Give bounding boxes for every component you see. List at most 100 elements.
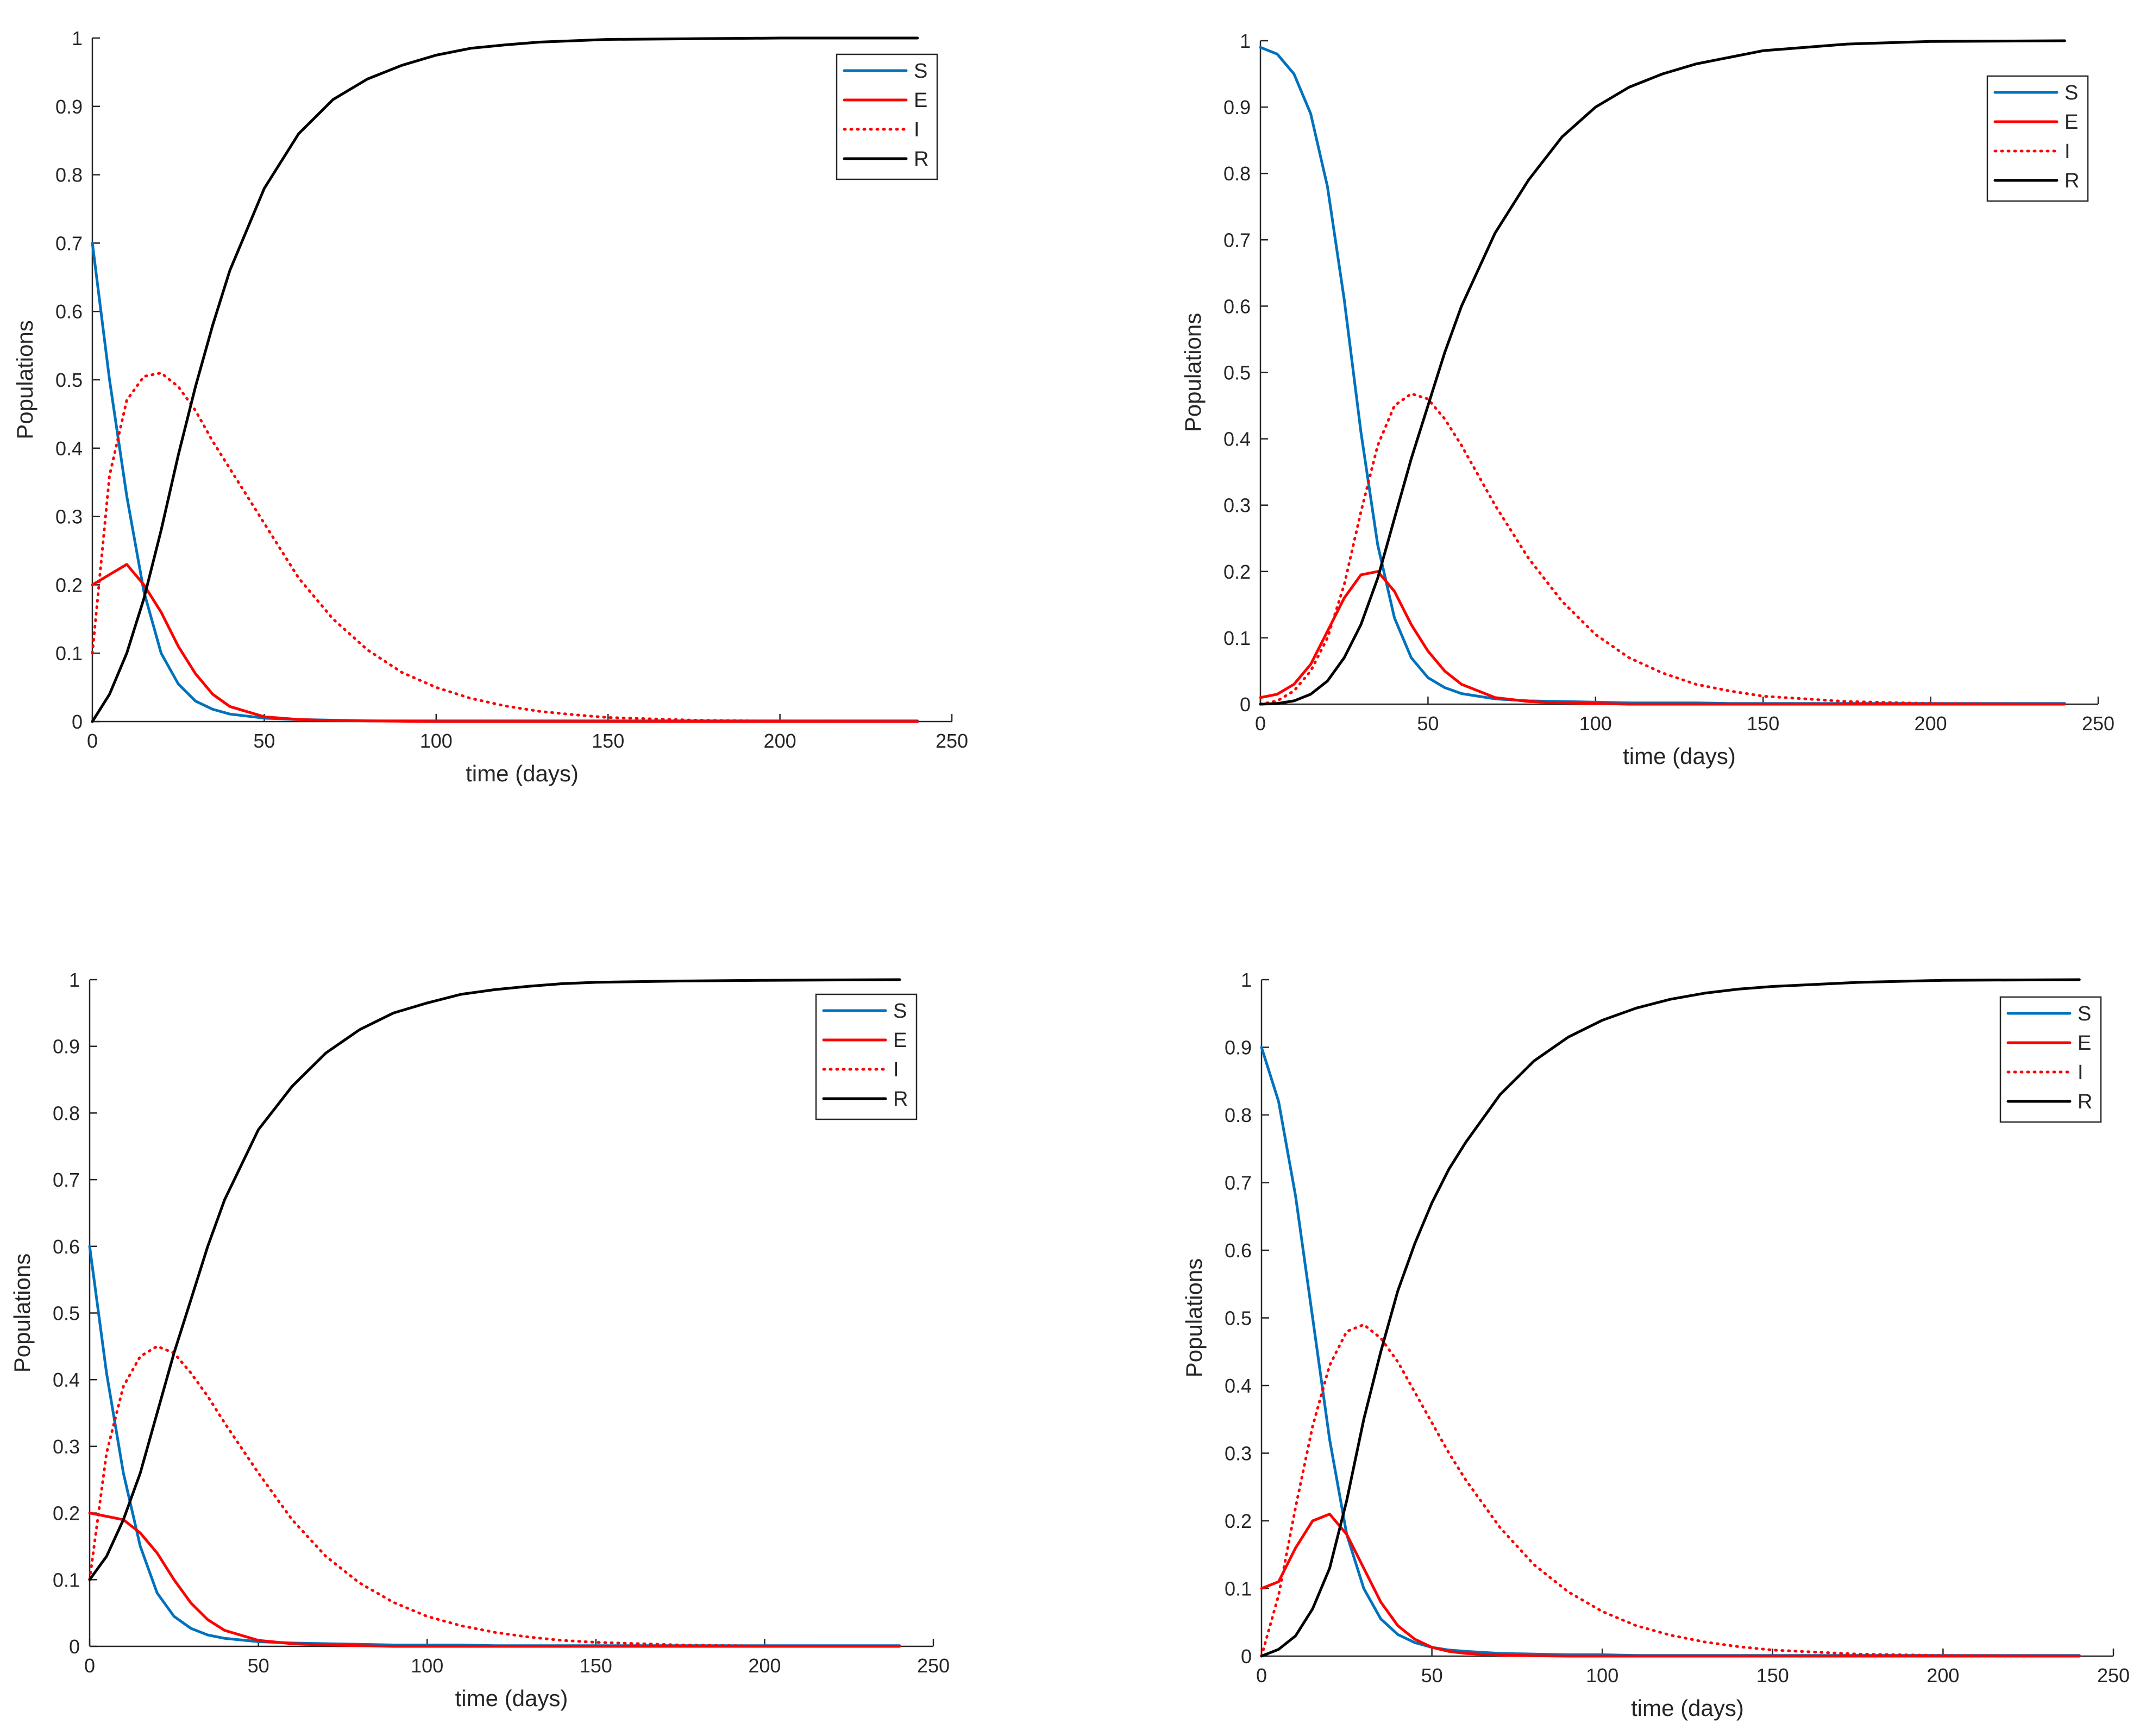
x-tick-label: 0 bbox=[1256, 1664, 1267, 1687]
y-tick-label: 0.6 bbox=[1223, 295, 1251, 317]
legend-label-I: I bbox=[2065, 140, 2070, 163]
panel-bottom-right: 0 50 100 150 200 250 0 0.1 0.2 0.3 0.4 0.5 0.6 0.7 0.8… bbox=[1181, 969, 2130, 1721]
x-tick-label: 150 bbox=[1756, 1664, 1789, 1687]
y-tick-label: 0.5 bbox=[53, 1302, 80, 1325]
series-line-R bbox=[1260, 978, 2081, 1658]
y-tick-label: 0.8 bbox=[55, 164, 83, 186]
y-tick-label: 0 bbox=[72, 711, 83, 733]
x-tick-label: 50 bbox=[253, 730, 275, 752]
x-tick-label: 200 bbox=[764, 730, 796, 752]
x-tick-label: 250 bbox=[936, 730, 968, 752]
series-line-R bbox=[1259, 39, 2066, 706]
y-tick-label: 0.7 bbox=[1223, 229, 1251, 251]
y-tick-label: 0.1 bbox=[1225, 1578, 1252, 1600]
x-tick-label: 200 bbox=[1927, 1664, 1959, 1687]
legend-label-R: R bbox=[2065, 170, 2079, 192]
legend-label-E: E bbox=[914, 89, 927, 112]
y-tick-label: 1 bbox=[72, 27, 83, 49]
y-tick-label: 0.6 bbox=[55, 300, 83, 323]
x-tick-label: 250 bbox=[2097, 1664, 2130, 1687]
x-tick-label: 100 bbox=[1579, 712, 1612, 735]
x-tick-label: 150 bbox=[592, 730, 624, 752]
series-line-E bbox=[1260, 1513, 2081, 1658]
x-tick-label: 150 bbox=[580, 1654, 612, 1677]
x-tick-label: 50 bbox=[248, 1654, 269, 1677]
x-axis-label: time (days) bbox=[1631, 1695, 1744, 1721]
y-axis-label: Populations bbox=[9, 1254, 35, 1373]
series-line-I bbox=[1260, 1323, 2081, 1658]
y-axis-label: Populations bbox=[1181, 1258, 1207, 1378]
y-tick-label: 1 bbox=[1241, 969, 1252, 991]
y-axis-label: Populations bbox=[1180, 313, 1206, 433]
y-tick-label: 0.1 bbox=[55, 642, 83, 665]
x-axis-label: time (days) bbox=[455, 1685, 568, 1711]
y-tick-label: 0.4 bbox=[1223, 428, 1251, 450]
y-tick-label: 0.6 bbox=[53, 1236, 80, 1258]
series-line-S bbox=[1259, 46, 2066, 705]
y-tick-label: 0.3 bbox=[1225, 1443, 1252, 1465]
y-tick-label: 0 bbox=[1240, 693, 1251, 716]
x-tick-label: 50 bbox=[1421, 1664, 1443, 1687]
series-line-E bbox=[1259, 570, 2066, 706]
legend-label-S: S bbox=[2078, 1002, 2091, 1025]
series-line-I bbox=[91, 371, 919, 723]
y-tick-label: 0.7 bbox=[53, 1169, 80, 1191]
x-tick-label: 150 bbox=[1747, 712, 1779, 735]
y-tick-label: 0.9 bbox=[1225, 1037, 1252, 1059]
x-tick-label: 100 bbox=[1586, 1664, 1618, 1687]
y-tick-label: 0.5 bbox=[1225, 1307, 1252, 1330]
y-tick-label: 0.7 bbox=[55, 232, 83, 254]
y-tick-label: 0.8 bbox=[53, 1102, 80, 1124]
x-tick-label: 0 bbox=[1255, 712, 1266, 735]
y-tick-label: 0.8 bbox=[1225, 1104, 1252, 1126]
y-tick-label: 0.3 bbox=[1223, 494, 1251, 517]
panel-bottom-left: 0 50 100 150 200 250 0 0.1 0.2 0.3 0.4 0.5 0.6 0.7 0.8… bbox=[9, 969, 950, 1711]
y-tick-label: 0.2 bbox=[1223, 561, 1251, 583]
y-tick-label: 0.4 bbox=[55, 437, 83, 460]
y-tick-label: 0.3 bbox=[55, 506, 83, 528]
x-tick-label: 200 bbox=[748, 1654, 781, 1677]
y-tick-label: 0.9 bbox=[53, 1036, 80, 1058]
y-tick-label: 0.1 bbox=[53, 1569, 80, 1591]
y-tick-label: 0.9 bbox=[1223, 96, 1251, 118]
legend-label-E: E bbox=[893, 1029, 907, 1052]
x-axis-label: time (days) bbox=[1623, 743, 1736, 769]
series-line-S bbox=[1260, 1046, 2081, 1657]
y-tick-label: 0.4 bbox=[1225, 1375, 1252, 1397]
y-tick-label: 0.2 bbox=[53, 1502, 80, 1525]
legend-label-S: S bbox=[893, 1000, 907, 1023]
legend-label-E: E bbox=[2065, 111, 2078, 134]
series-line-E bbox=[91, 563, 919, 723]
x-tick-label: 100 bbox=[411, 1654, 443, 1677]
series-line-R bbox=[91, 36, 919, 723]
y-tick-label: 0.3 bbox=[53, 1436, 80, 1458]
panel-top-left: 0 50 100 150 200 250 0 0.1 0.2 0.3 0.4 0.5 0.6 0.7 0.8… bbox=[12, 27, 968, 786]
y-tick-label: 0.5 bbox=[1223, 362, 1251, 384]
y-tick-label: 0.2 bbox=[1225, 1510, 1252, 1532]
y-tick-label: 0.1 bbox=[1223, 627, 1251, 649]
legend-label-R: R bbox=[914, 148, 928, 171]
y-tick-label: 0 bbox=[69, 1635, 80, 1658]
y-tick-label: 0.9 bbox=[55, 96, 83, 118]
x-axis-label: time (days) bbox=[466, 761, 579, 786]
y-axis-label: Populations bbox=[12, 320, 37, 440]
panel-top-right: 0 50 100 150 200 250 0 0.1 0.2 0.3 0.4 0.5 0.6 0.7 0.8… bbox=[1180, 30, 2114, 769]
legend-label-S: S bbox=[2065, 82, 2078, 104]
legend-label-R: R bbox=[893, 1088, 908, 1111]
y-tick-label: 0.8 bbox=[1223, 162, 1251, 185]
legend-label-R: R bbox=[2078, 1091, 2092, 1113]
series-line-I bbox=[1259, 392, 2066, 706]
y-tick-label: 0.2 bbox=[55, 574, 83, 596]
y-tick-label: 0 bbox=[1241, 1645, 1252, 1668]
x-tick-label: 250 bbox=[917, 1654, 950, 1677]
y-tick-label: 0.5 bbox=[55, 369, 83, 391]
legend-label-S: S bbox=[914, 60, 927, 83]
y-tick-label: 1 bbox=[1240, 30, 1251, 52]
x-tick-label: 250 bbox=[2082, 712, 2114, 735]
x-tick-label: 200 bbox=[1915, 712, 1947, 735]
series-line-E bbox=[88, 1512, 901, 1648]
x-tick-label: 0 bbox=[84, 1654, 95, 1677]
x-tick-label: 0 bbox=[87, 730, 98, 752]
x-tick-label: 100 bbox=[420, 730, 453, 752]
